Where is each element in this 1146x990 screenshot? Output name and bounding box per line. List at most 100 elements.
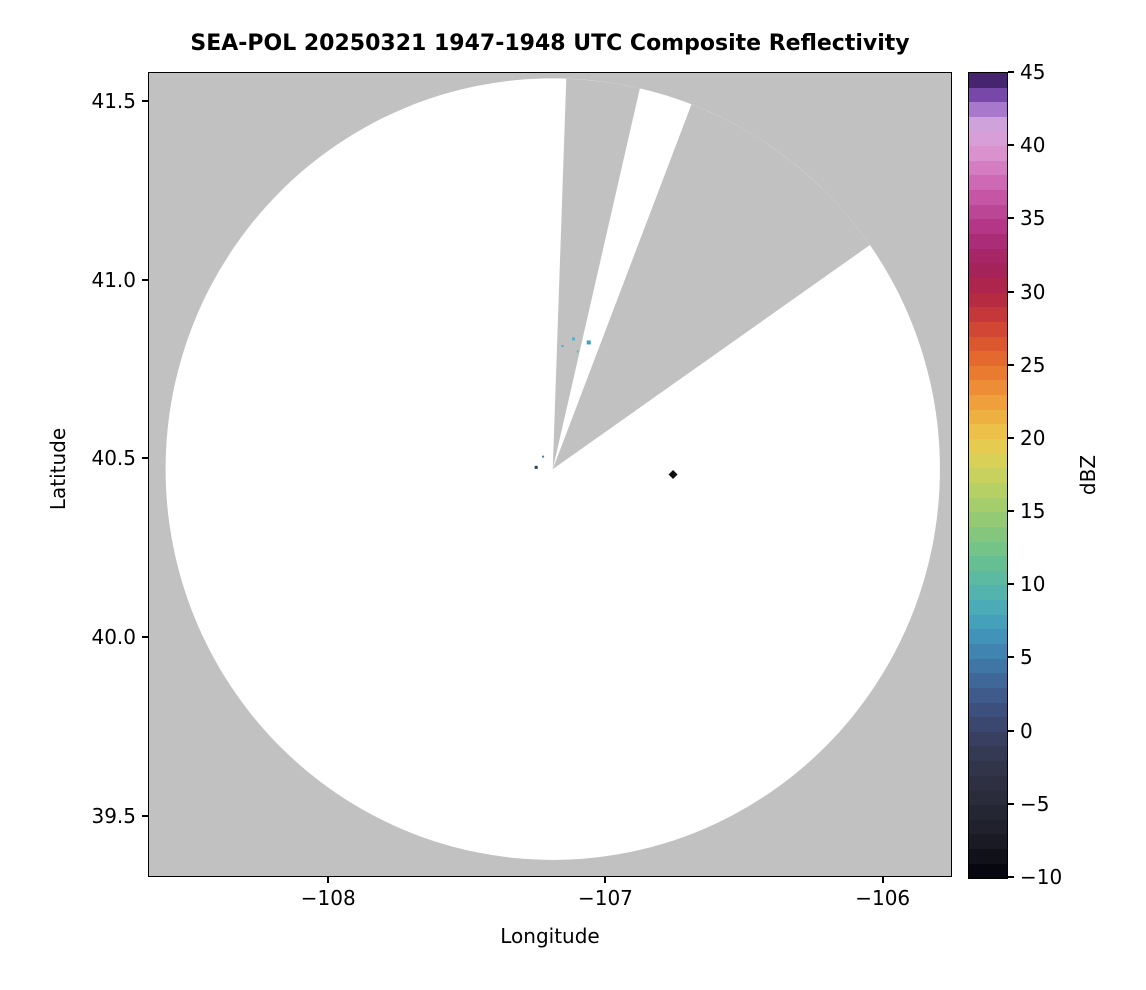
colorbar-tick-mark	[1008, 436, 1014, 439]
colorbar-tick-label: 30	[1020, 279, 1046, 304]
colorbar-segment	[969, 731, 1007, 747]
colorbar-segment	[969, 482, 1007, 498]
colorbar-segment	[969, 321, 1007, 337]
colorbar-segment	[969, 775, 1007, 791]
colorbar-segment	[969, 146, 1007, 161]
y-tick-label: 41.5	[91, 88, 136, 113]
colorbar-segment	[969, 87, 1007, 103]
colorbar-tick-mark	[1008, 363, 1014, 366]
colorbar-tick-label: 35	[1020, 206, 1046, 231]
colorbar-tick-label: 25	[1020, 352, 1046, 377]
colorbar-segment	[969, 834, 1007, 849]
colorbar-segment	[969, 234, 1007, 249]
colorbar-tick-mark	[1008, 144, 1014, 147]
radar-plot	[148, 72, 952, 877]
y-tick-label: 41.0	[91, 267, 136, 292]
colorbar-segment	[969, 395, 1007, 410]
colorbar-segment	[969, 526, 1007, 542]
echo-point	[586, 340, 591, 345]
colorbar-segment	[969, 307, 1007, 322]
colorbar-tick-label: 10	[1020, 572, 1046, 597]
colorbar-segment	[969, 131, 1007, 147]
colorbar-segment	[969, 848, 1007, 864]
colorbar-segment	[969, 863, 1007, 879]
x-tick-mark	[881, 877, 884, 883]
colorbar-tick-label: 15	[1020, 499, 1046, 524]
colorbar-segment	[969, 439, 1007, 454]
colorbar-segment	[969, 673, 1007, 688]
colorbar-tick-label: 5	[1020, 645, 1033, 670]
colorbar-segment	[969, 658, 1007, 674]
colorbar-tick-mark	[1008, 656, 1014, 659]
x-tick-mark	[327, 877, 330, 883]
colorbar-segment	[969, 790, 1007, 806]
colorbar-segment	[969, 629, 1007, 644]
echo-point	[576, 350, 579, 353]
colorbar-segment	[969, 73, 1007, 88]
colorbar-tick-mark	[1008, 583, 1014, 586]
colorbar-tick-label: 20	[1020, 425, 1046, 450]
y-tick-label: 40.5	[91, 446, 136, 471]
colorbar-segment	[969, 175, 1007, 191]
x-axis-label: Longitude	[500, 924, 600, 948]
y-tick-label: 40.0	[91, 625, 136, 650]
colorbar-tick-label: 45	[1020, 60, 1046, 84]
colorbar-segment	[969, 277, 1007, 293]
x-tick-label: −108	[300, 886, 356, 910]
echo-point	[542, 455, 545, 458]
colorbar-tick-mark	[1008, 217, 1014, 220]
colorbar-segment	[969, 102, 1007, 117]
x-tick-mark	[604, 877, 607, 883]
colorbar-tick-mark	[1008, 71, 1014, 73]
colorbar-segment	[969, 585, 1007, 601]
colorbar-tick-label: 0	[1020, 718, 1033, 743]
y-tick-mark	[142, 99, 148, 102]
colorbar-segment	[969, 687, 1007, 703]
y-tick-mark	[142, 457, 148, 460]
colorbar-segment	[969, 263, 1007, 278]
chart-title: SEA-POL 20250321 1947-1948 UTC Composite…	[190, 31, 910, 56]
colorbar-segment	[969, 453, 1007, 469]
blocked-sector	[552, 78, 640, 470]
colorbar	[968, 72, 1008, 879]
colorbar-tick-mark	[1008, 802, 1014, 805]
colorbar-segment	[969, 204, 1007, 220]
colorbar-tick-mark	[1008, 729, 1014, 732]
colorbar-tick-mark	[1008, 290, 1014, 293]
colorbar-segment	[969, 614, 1007, 630]
y-tick-mark	[142, 815, 148, 818]
colorbar-segment	[969, 761, 1007, 776]
colorbar-segment	[969, 292, 1007, 308]
colorbar-segment	[969, 424, 1007, 440]
colorbar-segment	[969, 702, 1007, 718]
y-tick-label: 39.5	[91, 804, 136, 829]
echo-point	[572, 337, 576, 341]
colorbar-label-wrap: dBZ	[1068, 72, 1108, 877]
colorbar-segment	[969, 717, 1007, 732]
x-tick-label: −107	[577, 886, 633, 910]
colorbar-tick-mark	[1008, 510, 1014, 513]
colorbar-tick-label: −5	[1020, 791, 1050, 816]
colorbar-segment	[969, 219, 1007, 235]
colorbar-segment	[969, 541, 1007, 557]
colorbar-segment	[969, 116, 1007, 132]
colorbar-segment	[969, 409, 1007, 425]
colorbar-segment	[969, 380, 1007, 396]
colorbar-segment	[969, 468, 1007, 483]
colorbar-segment	[969, 746, 1007, 762]
y-tick-mark	[142, 636, 148, 639]
colorbar-segment	[969, 600, 1007, 615]
colorbar-tick-label: −10	[1020, 865, 1063, 889]
y-tick-mark	[142, 278, 148, 281]
colorbar-segment	[969, 160, 1007, 176]
colorbar-segment	[969, 336, 1007, 352]
colorbar-segment	[969, 351, 1007, 366]
colorbar-segment	[969, 643, 1007, 659]
colorbar-segment	[969, 190, 1007, 205]
colorbar-segment	[969, 556, 1007, 571]
x-tick-label: −106	[855, 886, 911, 910]
colorbar-segment	[969, 248, 1007, 264]
echo-point	[534, 465, 538, 469]
colorbar-label: dBZ	[1076, 454, 1100, 495]
